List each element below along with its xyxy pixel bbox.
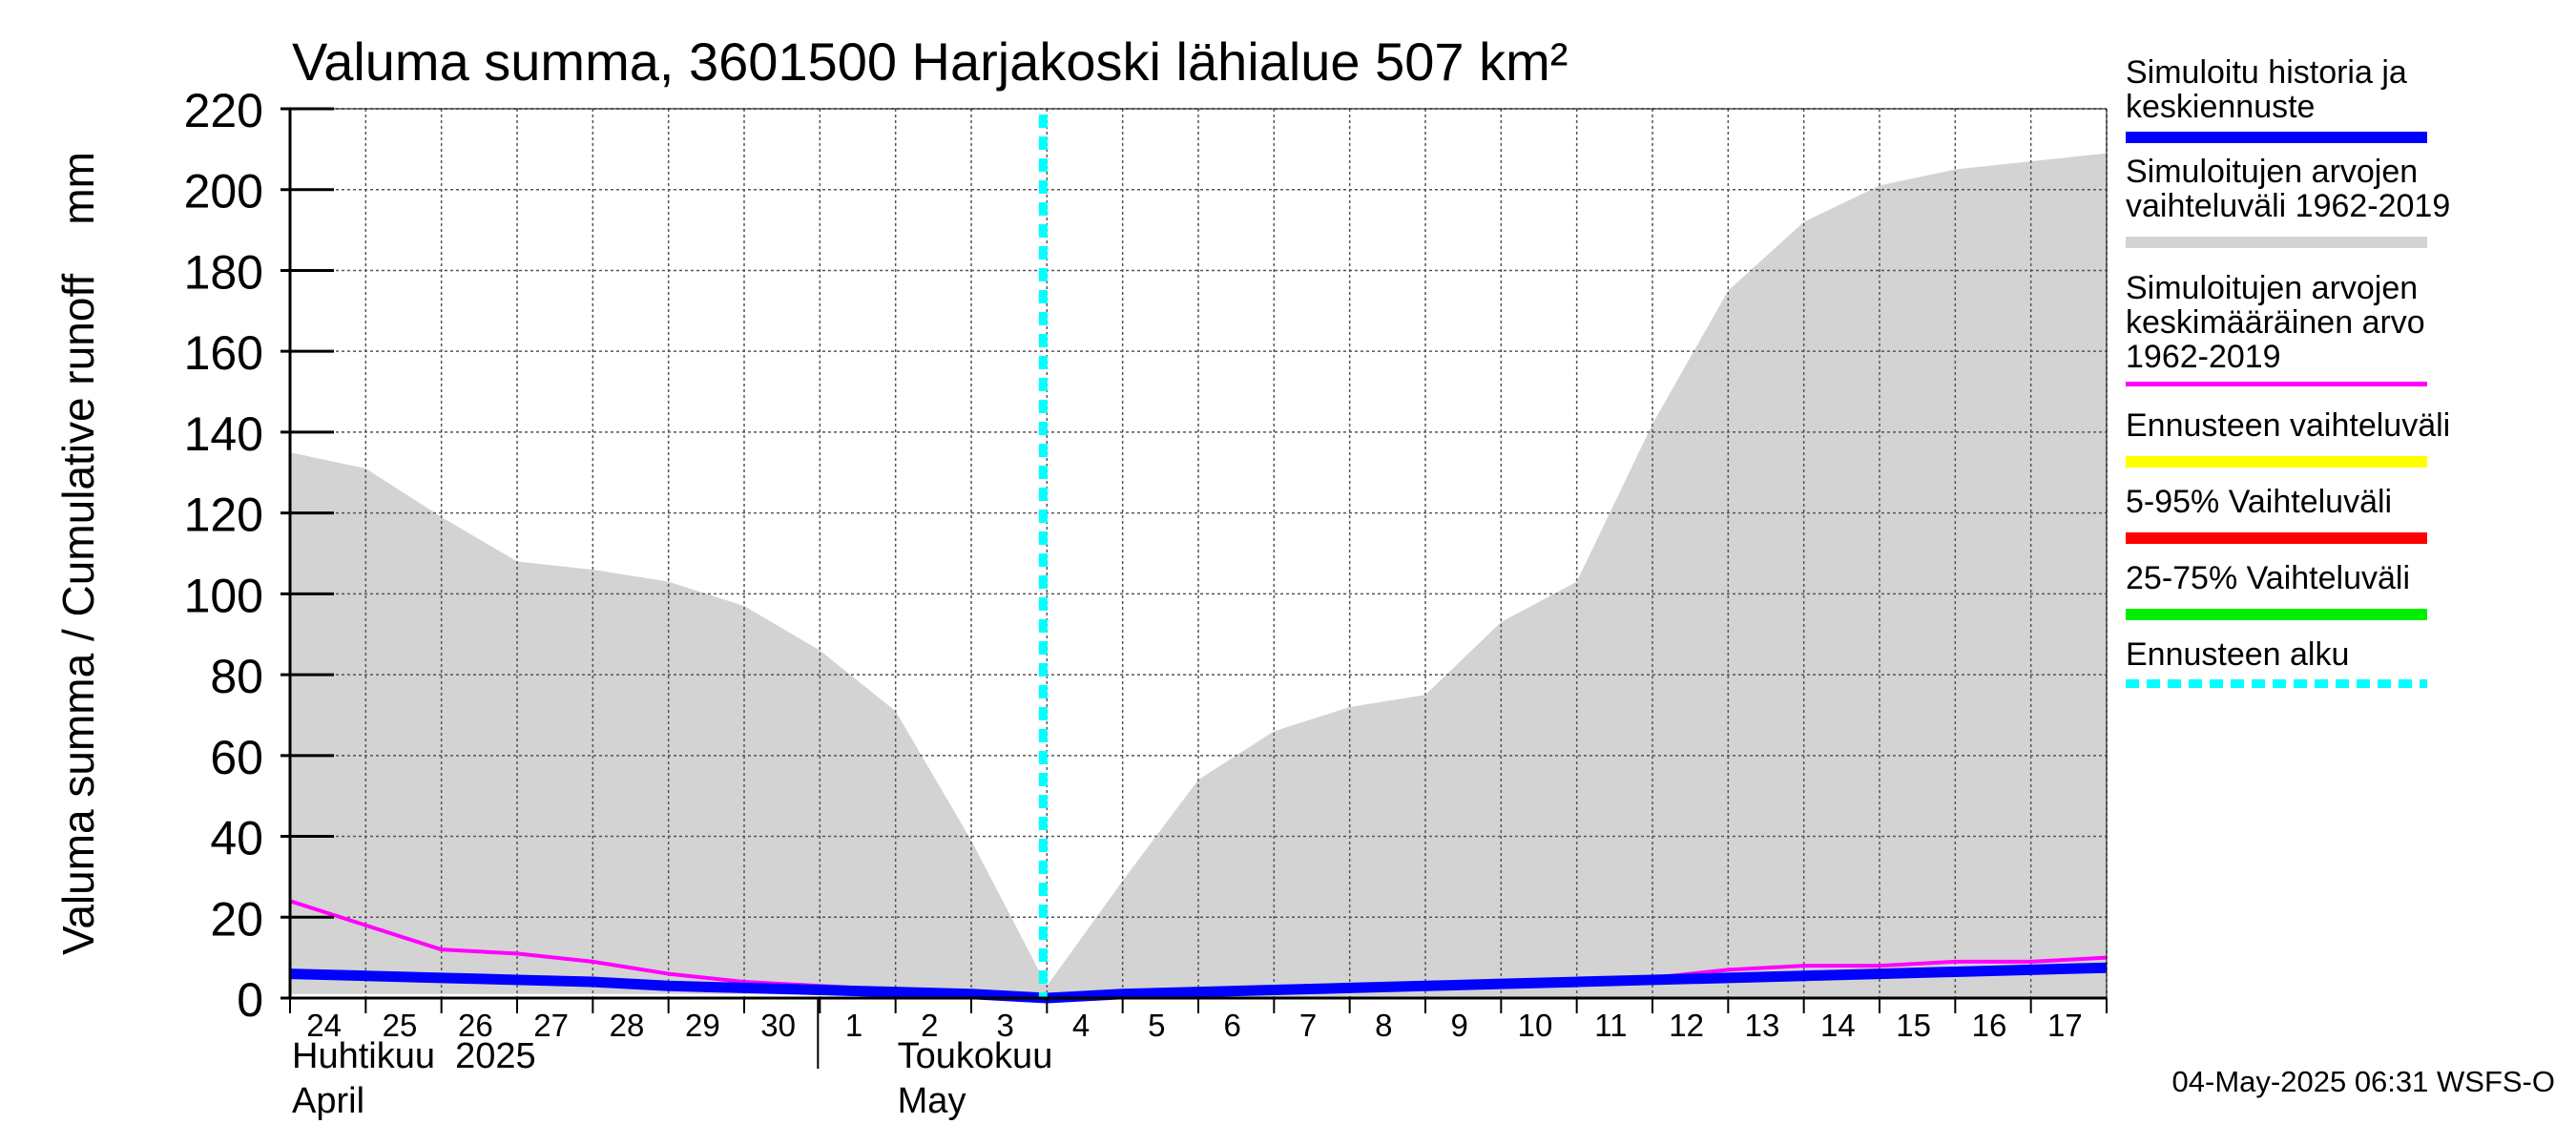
month-label-fi: Huhtikuu 2025 [292,1036,536,1076]
x-tick-label: 7 [1299,1008,1317,1043]
legend-entry: Ennusteen alku [2126,637,2565,672]
x-tick-label: 9 [1450,1008,1467,1043]
x-tick-label: 26 [458,1008,493,1043]
legend-swatch [2126,532,2427,544]
timestamp-footer: 04-May-2025 06:31 WSFS-O [2171,1065,2555,1098]
x-tick-label: 25 [383,1008,418,1043]
x-tick-label: 6 [1223,1008,1240,1043]
month-label-fi: Toukokuu [898,1036,1053,1076]
legend-label: Simuloitu historia ja keskiennuste [2126,54,2407,125]
axis-layer [280,107,2108,1069]
x-tick-label: 13 [1745,1008,1780,1043]
simulated-history-line [289,962,2108,1004]
legend-label: Ennusteen alku [2126,636,2350,673]
x-tick-label: 2 [921,1008,938,1043]
y-tick-label: 40 [210,812,263,865]
x-tick-label: 12 [1669,1008,1704,1043]
x-tick-label: 4 [1072,1008,1090,1043]
month-label-en: April [292,1081,364,1121]
legend-entry: Ennusteen vaihteluväli [2126,408,2565,443]
x-tick-label: 15 [1896,1008,1931,1043]
x-tick-label: 11 [1594,1008,1627,1043]
y-tick-label: 100 [184,569,263,622]
y-tick-label: 220 [184,84,263,137]
legend-label: 25-75% Vaihteluväli [2126,560,2410,596]
x-tick-label: 27 [533,1008,569,1043]
legend-label: Simuloitujen arvojen keskimääräinen arvo… [2126,270,2425,375]
grid-layer [290,108,2108,998]
chart-title: Valuma summa, 3601500 Harjakoski lähialu… [292,31,1568,92]
legend-swatch [2126,609,2427,620]
y-tick-label: 80 [210,650,263,703]
month-label-en: May [898,1081,966,1121]
y-tick-label: 160 [184,326,263,380]
x-tick-label: 30 [760,1008,796,1043]
legend-swatch [2126,382,2427,386]
legend-label: Ennusteen vaihteluväli [2126,407,2451,444]
legend-entry: Simuloitujen arvojen keskimääräinen arvo… [2126,271,2565,374]
legend-entry: 25-75% Vaihteluväli [2126,561,2565,595]
y-tick-label: 200 [184,165,263,219]
x-tick-label: 29 [685,1008,720,1043]
legend-swatch [2126,456,2427,468]
series-lines-layer [289,114,2108,1004]
legend-label: Simuloitujen arvojen vaihteluväli 1962-2… [2126,154,2451,224]
y-tick-label: 20 [210,892,263,946]
y-tick-label: 140 [184,407,263,461]
x-tick-label: 10 [1518,1008,1553,1043]
y-axis-label: Valuma summa / Cumulative runoff mm [53,152,103,955]
legend-swatch [2126,132,2427,143]
y-tick-label: 0 [237,973,263,1027]
y-tick-label: 60 [210,731,263,784]
x-tick-label: 8 [1375,1008,1392,1043]
x-tick-label: 5 [1148,1008,1165,1043]
x-tick-label: 1 [845,1008,862,1043]
legend-entry: 5-95% Vaihteluväli [2126,485,2565,519]
x-tick-label: 17 [2047,1008,2083,1043]
legend-entry: Simuloitu historia ja keskiennuste [2126,55,2565,124]
legend-swatch [2126,237,2427,248]
x-tick-label: 16 [1972,1008,2007,1043]
x-tick-label: 28 [610,1008,645,1043]
y-tick-label: 180 [184,245,263,299]
y-tick-label: 120 [184,489,263,542]
legend-swatch [2126,679,2427,688]
x-tick-label: 14 [1820,1008,1856,1043]
x-tick-label: 3 [996,1008,1013,1043]
x-tick-label: 24 [306,1008,342,1043]
legend-entry: Simuloitujen arvojen vaihteluväli 1962-2… [2126,155,2565,223]
legend-label: 5-95% Vaihteluväli [2126,484,2393,520]
